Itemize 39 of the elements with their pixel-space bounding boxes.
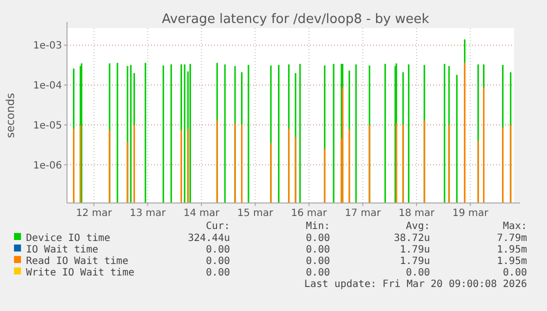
text: 0.00 (206, 256, 230, 267)
text: Last update: Fri Mar 20 09:00:08 2026 (304, 279, 527, 290)
legend-label: Read IO Wait time (26, 256, 128, 267)
legend-label: Device IO time (26, 233, 110, 244)
x-tick-label: 12 mar (76, 208, 113, 219)
text: 324.44u (188, 233, 230, 244)
text: 0.00 (406, 268, 430, 278)
y-tick-label: 1e-04 (33, 80, 62, 92)
y-axis-title: seconds (4, 92, 17, 138)
text: Cur: (206, 221, 230, 232)
text: 1.95m (496, 256, 527, 267)
text: 1.79u (400, 244, 430, 256)
y-tick-label: 1e-03 (33, 40, 62, 52)
text: 38.72u (394, 233, 430, 244)
text: 0.00 (306, 256, 330, 267)
legend-label: Write IO Wait time (26, 268, 134, 278)
text: 0.00 (206, 244, 230, 256)
y-tick-label: 1e-06 (33, 160, 62, 172)
x-tick-label: 18 mar (398, 208, 436, 219)
x-tick-label: 17 mar (344, 208, 382, 219)
text: Min: (306, 221, 330, 232)
text: 7.79m (496, 233, 527, 244)
x-tick-label: 15 mar (237, 208, 274, 219)
x-tick-label: 13 mar (130, 208, 166, 219)
x-tick-label: 16 mar (291, 208, 328, 219)
text: 0.00 (306, 268, 330, 278)
text: 1.79u (400, 256, 430, 267)
x-tick-label: 19 mar (452, 208, 490, 219)
x-tick-label: 14 mar (183, 208, 220, 219)
text: 1.95m (496, 244, 527, 256)
text: Max: (502, 221, 527, 232)
text: 0.00 (306, 233, 330, 244)
chart-title: Average latency for /dev/loop8 - by week (162, 12, 430, 27)
text: Avg: (406, 221, 430, 232)
y-tick-label: 1e-05 (33, 120, 62, 132)
legend-label: IO Wait time (26, 244, 98, 256)
text: 0.00 (306, 244, 330, 256)
text: 0.00 (502, 268, 527, 278)
text: 0.00 (206, 268, 230, 278)
